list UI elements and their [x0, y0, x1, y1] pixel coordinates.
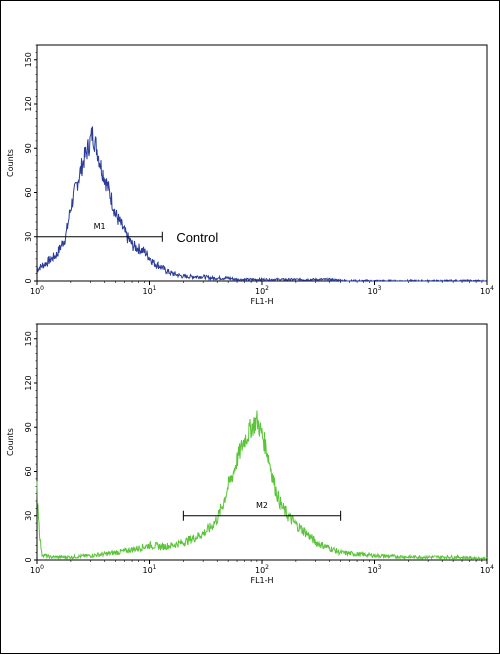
histogram-series-2 [36, 410, 488, 562]
x-tick-exponent: 3 [378, 564, 382, 571]
x-tick-base: 10 [480, 566, 490, 575]
x-tick-base: 10 [255, 287, 265, 296]
y-tick-label: 0 [24, 278, 33, 283]
x-tick-label: 102 [255, 564, 269, 575]
gate-label: M1 [94, 222, 106, 231]
y-axis-label: Counts [6, 149, 15, 177]
gate-label: M2 [256, 501, 268, 510]
x-tick-label: 104 [480, 564, 494, 575]
x-tick-exponent: 0 [40, 285, 44, 292]
x-tick-label: 100 [30, 564, 44, 575]
x-tick-base: 10 [30, 566, 40, 575]
y-tick-label: 120 [24, 96, 33, 111]
y-tick-label: 30 [24, 511, 33, 521]
y-tick-label: 30 [24, 232, 33, 242]
x-tick-base: 10 [142, 287, 152, 296]
x-tick-label: 101 [142, 564, 156, 575]
y-tick-label: 0 [24, 557, 33, 562]
y-tick-label: 120 [24, 375, 33, 390]
x-tick-base: 10 [255, 566, 265, 575]
x-tick-base: 10 [30, 287, 40, 296]
y-tick-label: 90 [24, 422, 33, 432]
x-tick-exponent: 0 [40, 564, 44, 571]
x-tick-label: 104 [480, 285, 494, 296]
annotation-label: Control [176, 230, 218, 245]
x-tick-exponent: 1 [153, 285, 157, 292]
x-tick-exponent: 4 [490, 285, 494, 292]
plot-frame [36, 44, 488, 282]
x-tick-exponent: 2 [265, 564, 269, 571]
y-tick-label: 60 [24, 466, 33, 476]
x-tick-label: 103 [367, 285, 381, 296]
y-tick-label: 150 [24, 331, 33, 346]
y-tick-label: 90 [24, 143, 33, 153]
y-tick-label: 150 [24, 52, 33, 67]
y-axis-label: Counts [6, 428, 15, 456]
x-tick-exponent: 1 [153, 564, 157, 571]
x-tick-exponent: 4 [490, 564, 494, 571]
x-tick-base: 10 [367, 287, 377, 296]
x-tick-label: 102 [255, 285, 269, 296]
x-tick-exponent: 3 [378, 285, 382, 292]
x-tick-label: 101 [142, 285, 156, 296]
x-tick-exponent: 2 [265, 285, 269, 292]
x-tick-label: 100 [30, 285, 44, 296]
x-tick-base: 10 [142, 566, 152, 575]
y-tick-label: 60 [24, 187, 33, 197]
x-axis-label: FL1-H [250, 297, 273, 306]
x-tick-label: 103 [367, 564, 381, 575]
x-tick-base: 10 [480, 287, 490, 296]
histogram-series-1 [36, 126, 488, 283]
plot-frame [36, 323, 488, 561]
x-axis-label: FL1-H [250, 576, 273, 585]
x-tick-base: 10 [367, 566, 377, 575]
